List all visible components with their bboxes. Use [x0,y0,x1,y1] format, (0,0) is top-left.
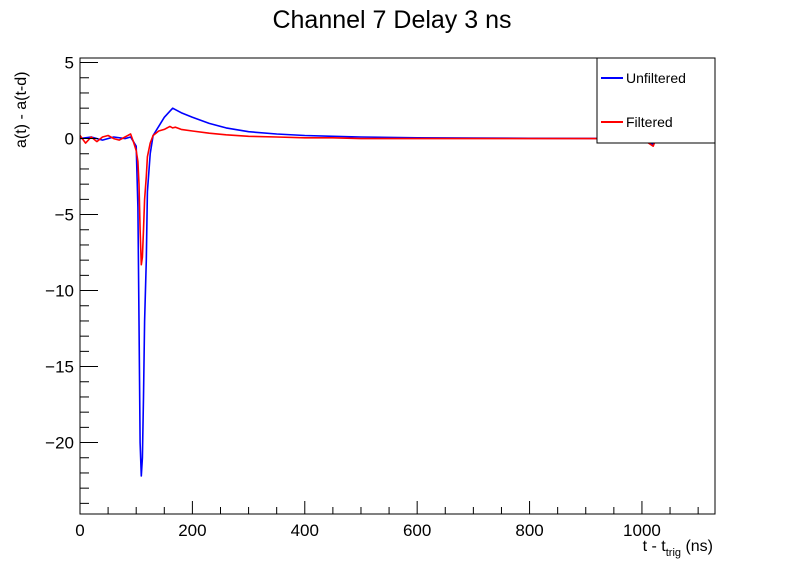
ticks-layer: 0 200 400 600 800 1000 5 0 −5 −10 −15 −20 [45,54,699,540]
x-tick-label: 800 [515,521,543,540]
y-tick-label: −20 [45,434,74,453]
y-tick-label: −5 [55,206,74,225]
series-layer [79,107,715,477]
legend-label-filtered: Filtered [626,114,673,130]
legend-box [596,57,716,144]
x-tick-label: 600 [403,521,431,540]
x-axis-label: t - ttrig (ns) [643,538,713,559]
series-line-filtered [79,125,715,266]
y-tick-label: −10 [45,282,74,301]
x-tick-label: 0 [75,521,84,540]
y-axis-label: a(t) - a(t-d) [13,72,30,148]
x-tick-label: 200 [178,521,206,540]
x-tick-label: 400 [291,521,319,540]
y-tick-label: −15 [45,358,74,377]
x-axis-label-unit: (ns) [681,538,713,555]
x-axis-label-sub: trig [666,547,681,559]
legend: Unfiltered Filtered [596,57,716,144]
chart-title: Channel 7 Delay 3 ns [272,6,511,34]
legend-label-unfiltered: Unfiltered [626,70,686,86]
y-tick-label: 5 [65,54,74,73]
x-axis-label-main: t - t [643,538,667,555]
y-tick-label: 0 [65,130,74,149]
plot-frame [79,57,716,515]
x-tick-label: 1000 [623,521,661,540]
